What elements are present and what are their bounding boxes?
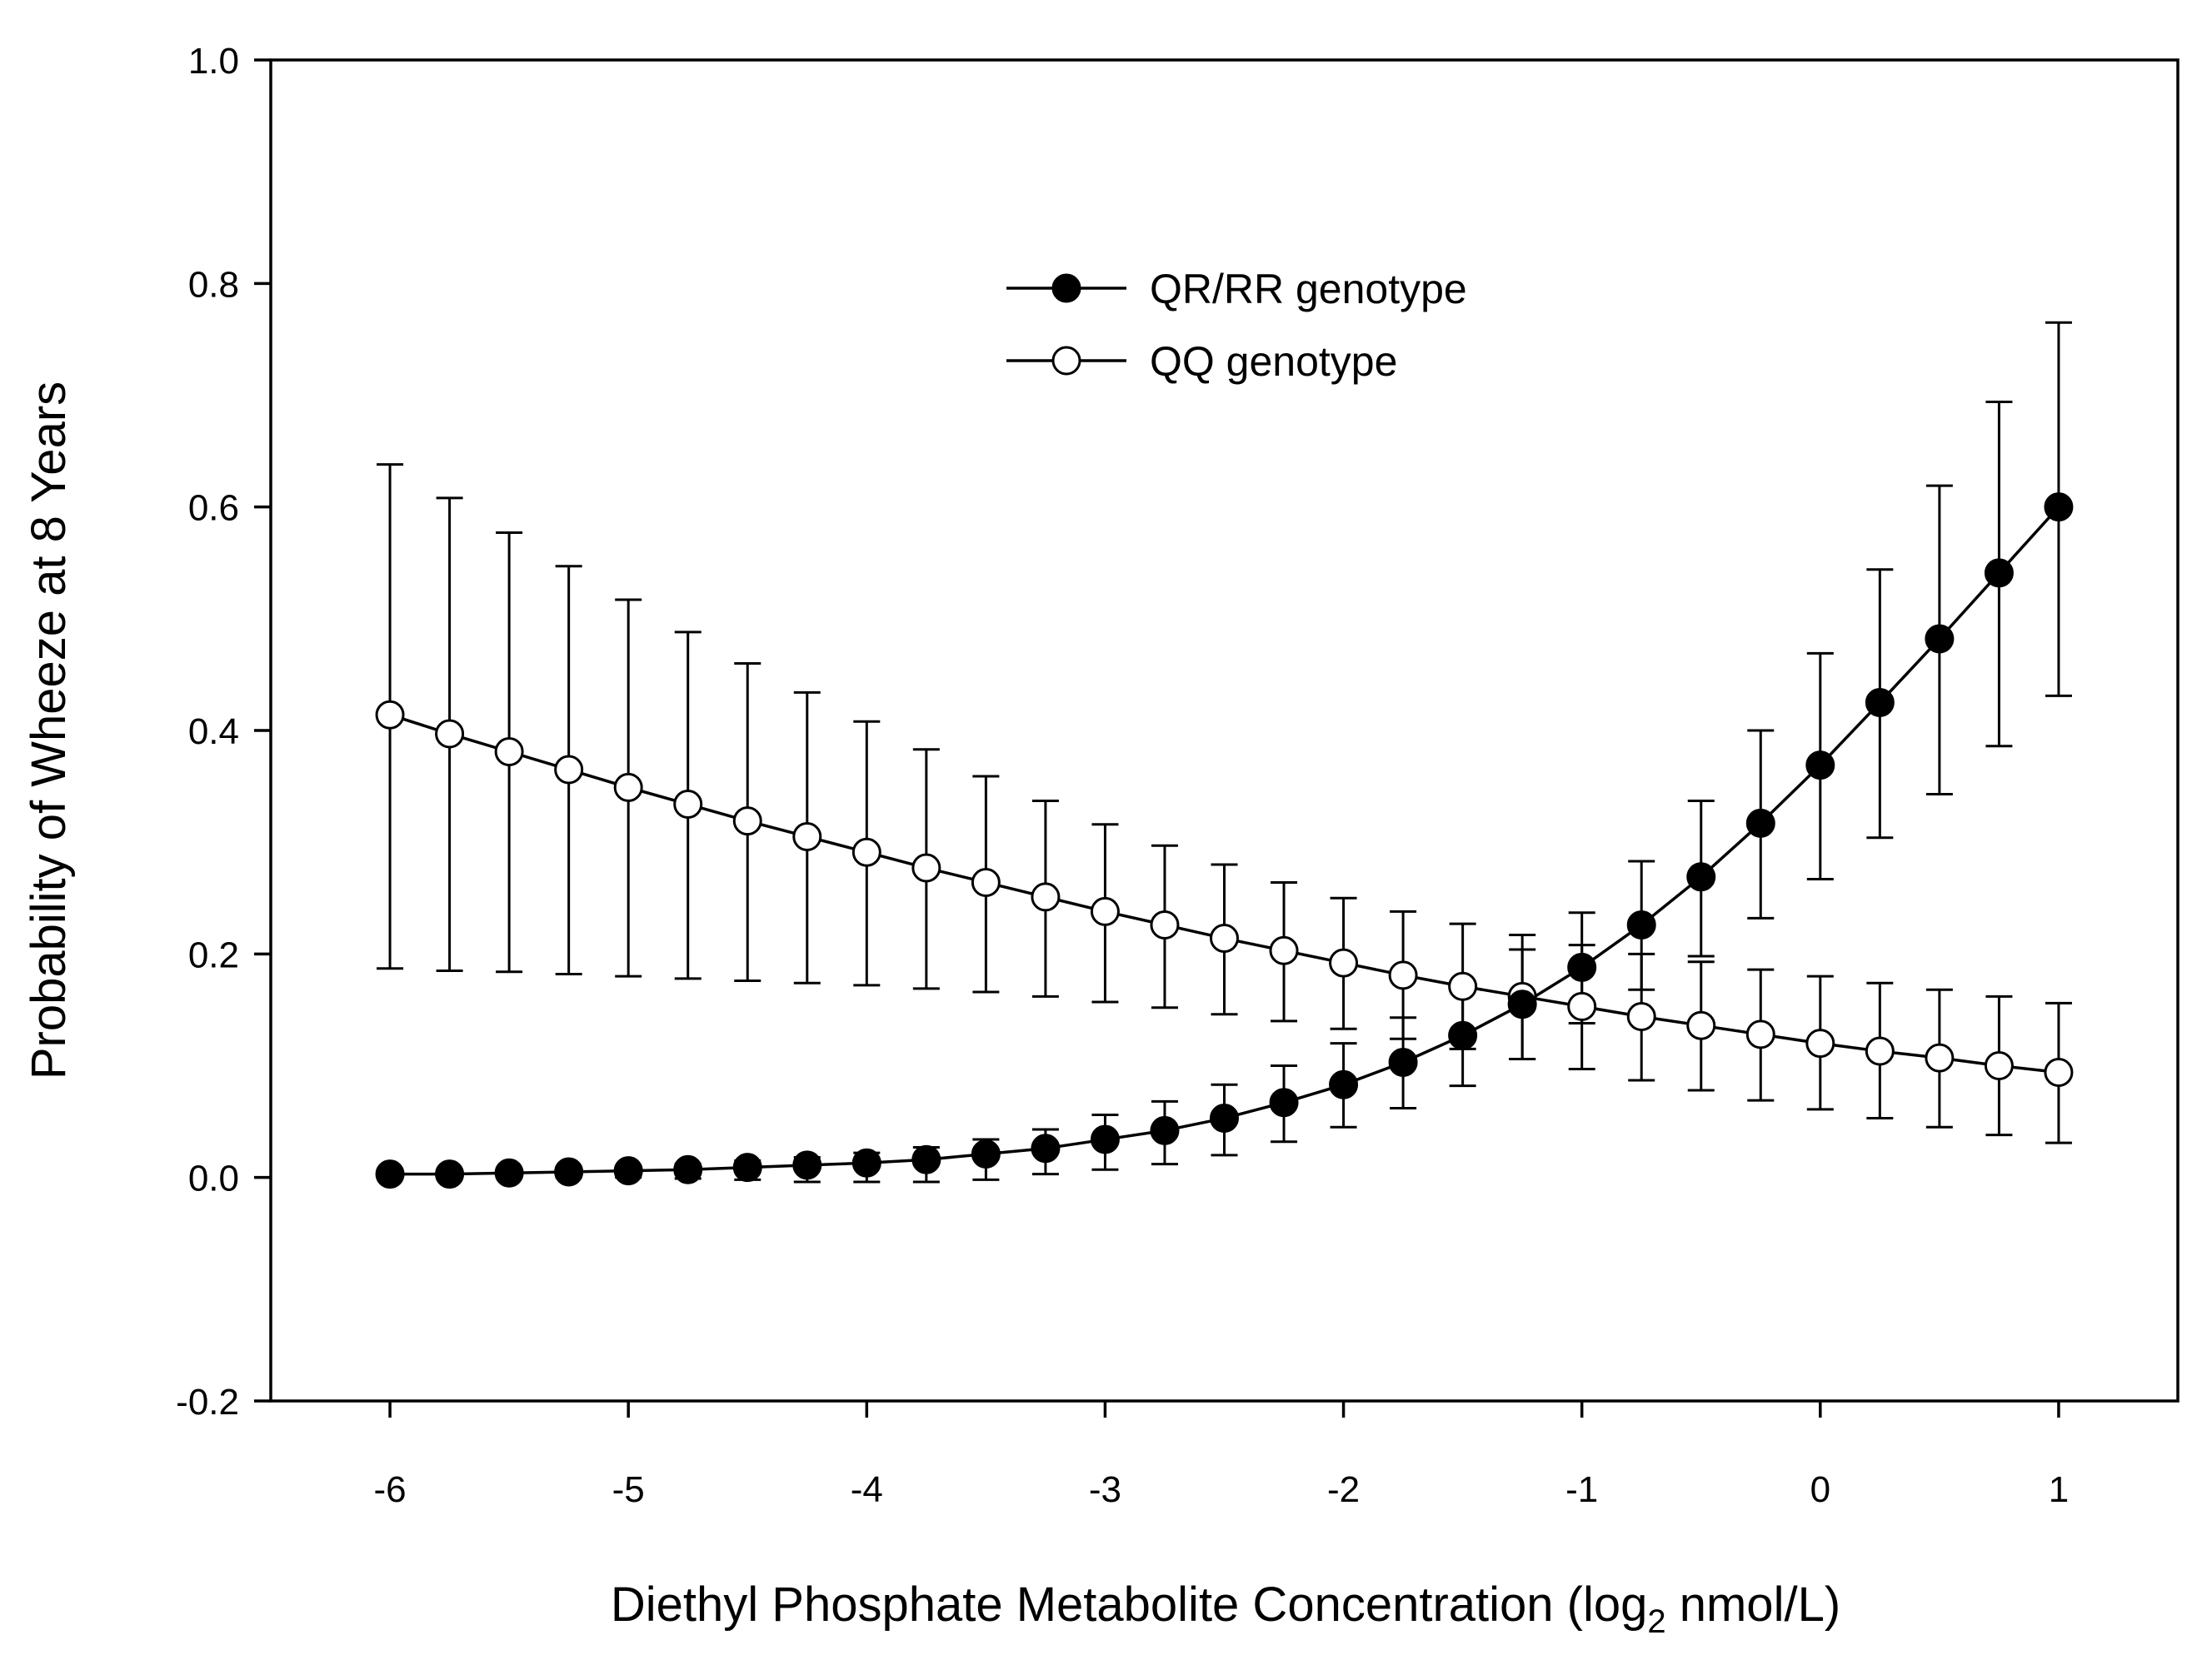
plot-frame — [269, 58, 2180, 1403]
data-point — [554, 755, 584, 785]
data-point — [1865, 1036, 1895, 1066]
data-point — [792, 821, 822, 851]
data-point — [2044, 1058, 2074, 1088]
qq-series-markers — [375, 700, 2074, 1088]
legend-label-qq: QQ genotype — [1150, 338, 1397, 385]
x-axis-title-subscript: 2 — [1647, 1603, 1665, 1640]
qr-rr-series-line — [390, 506, 2060, 1176]
qr-rr-lower-error-bars — [377, 506, 2072, 1184]
x-axis-title-end: nmol/L) — [1666, 1578, 1841, 1632]
data-point — [1210, 1104, 1239, 1134]
y-tick-label: 0.6 — [188, 488, 239, 529]
data-point — [1031, 1134, 1061, 1164]
data-point — [971, 867, 1001, 897]
x-tick-label: -4 — [851, 1469, 883, 1510]
x-axis-title-main: Diethyl Phosphate Metabolite Concentrati… — [611, 1578, 1648, 1632]
data-point — [1984, 1051, 2014, 1080]
y-tick-label: -0.2 — [176, 1382, 239, 1423]
data-point — [1805, 750, 1835, 780]
x-tick-label: 0 — [1810, 1469, 1830, 1510]
data-point — [1388, 960, 1418, 990]
data-point — [1745, 1019, 1775, 1049]
data-point — [851, 837, 881, 867]
data-point — [1925, 624, 1955, 654]
x-tick-label: 1 — [2049, 1469, 2069, 1510]
x-tick-label: -6 — [374, 1469, 407, 1510]
data-point — [1388, 1047, 1418, 1077]
legend: QR/RR genotype QQ genotype — [1006, 266, 1467, 385]
data-point — [1805, 1029, 1835, 1059]
data-point — [1150, 910, 1180, 940]
x-tick-label: -3 — [1089, 1469, 1121, 1510]
data-point — [1448, 971, 1478, 1001]
data-point — [1507, 990, 1537, 1019]
data-point — [911, 853, 941, 883]
legend-label-qr-rr: QR/RR genotype — [1150, 266, 1467, 312]
data-point — [1269, 1088, 1299, 1118]
data-point — [1269, 935, 1299, 965]
data-point — [1925, 1043, 1955, 1073]
data-point — [1329, 1069, 1359, 1099]
y-tick-label: 0.4 — [188, 711, 239, 752]
x-tick-label: -2 — [1327, 1469, 1360, 1510]
data-point — [435, 1159, 465, 1189]
data-point — [1745, 808, 1775, 838]
data-point — [732, 806, 762, 836]
data-point — [1626, 1001, 1656, 1031]
data-point — [435, 719, 465, 749]
data-point — [732, 1153, 762, 1183]
data-point — [375, 1159, 405, 1189]
y-tick-label: 1.0 — [188, 41, 239, 82]
qq-upper-error-bars — [377, 463, 2072, 1073]
data-point — [911, 1144, 941, 1174]
x-axis: -6 -5 -4 -3 -2 -1 0 1 — [374, 1401, 2069, 1510]
y-tick-label: 0.2 — [188, 935, 239, 975]
data-point — [1984, 558, 2014, 588]
data-point — [1448, 1020, 1478, 1050]
x-axis-title: Diethyl Phosphate Metabolite Concentrati… — [611, 1578, 1840, 1640]
x-tick-label: -5 — [612, 1469, 645, 1510]
data-point — [1626, 910, 1656, 940]
data-point — [1567, 952, 1597, 982]
data-point — [1090, 896, 1120, 926]
data-point — [494, 736, 524, 766]
data-point — [673, 1154, 703, 1184]
data-point — [1686, 1010, 1716, 1040]
data-point — [1150, 1115, 1180, 1145]
data-point — [971, 1139, 1001, 1169]
data-point — [554, 1157, 584, 1187]
data-point — [1031, 882, 1061, 912]
legend-marker-qq — [1051, 346, 1081, 376]
data-point — [2044, 492, 2074, 522]
data-point — [1210, 924, 1239, 954]
data-point — [792, 1150, 822, 1180]
data-point — [613, 1156, 643, 1186]
data-point — [1567, 991, 1597, 1021]
data-point — [673, 790, 703, 820]
x-tick-label: -1 — [1565, 1469, 1598, 1510]
data-point — [851, 1148, 881, 1178]
data-point — [1090, 1124, 1120, 1154]
data-point — [375, 700, 405, 730]
series-layer — [375, 321, 2074, 1189]
legend-marker-qr-rr — [1051, 273, 1081, 303]
y-axis: -0.2 0.0 0.2 0.4 0.6 0.8 1.0 — [176, 41, 271, 1423]
y-tick-label: 0.0 — [188, 1159, 239, 1199]
qr-rr-series-markers — [375, 492, 2074, 1189]
data-point — [494, 1158, 524, 1188]
data-point — [1686, 862, 1716, 892]
y-axis-title: Probability of Wheeze at 8 Years — [22, 381, 76, 1079]
data-point — [1865, 687, 1895, 717]
y-tick-label: 0.8 — [188, 264, 239, 305]
data-point — [613, 772, 643, 802]
data-point — [1329, 948, 1359, 978]
